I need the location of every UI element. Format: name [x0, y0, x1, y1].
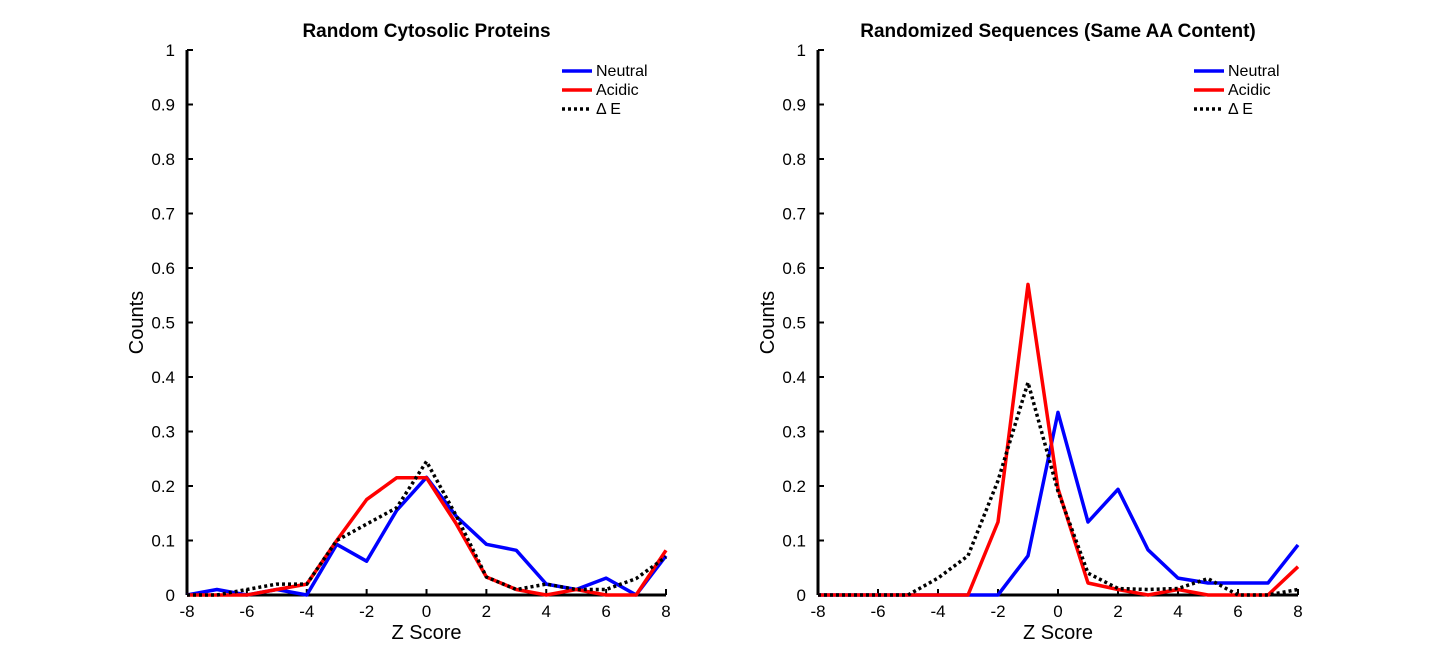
series-line-e [187, 459, 668, 597]
y-tick-label: 0.5 [782, 314, 806, 333]
x-tick-label: -6 [870, 602, 885, 621]
legend-label: Acidic [596, 82, 639, 99]
y-tick-label: 0.2 [151, 477, 175, 496]
x-tick-label: 8 [661, 602, 670, 621]
series-line-e [818, 380, 1299, 597]
chart-title: Random Cytosolic Proteins [302, 21, 550, 42]
x-tick-label: -4 [930, 602, 945, 621]
y-tick-label: 0 [797, 586, 806, 605]
x-tick-label: 4 [542, 602, 551, 621]
y-tick-label: 0.3 [782, 423, 806, 442]
legend-label: Neutral [1228, 63, 1280, 80]
x-tick-label: 0 [422, 602, 431, 621]
y-tick-label: 0.6 [151, 259, 175, 278]
series-line-neutral [818, 410, 1300, 597]
y-tick-label: 0.3 [151, 423, 175, 442]
x-axis-label: Z Score [391, 622, 461, 644]
x-axis-label: Z Score [1023, 622, 1093, 644]
x-tick-label: 2 [1113, 602, 1122, 621]
y-tick-label: 0.4 [782, 368, 806, 387]
chart-panel-1: Random Cytosolic Proteins -8 -6 -4 -2 0 2 4 6 8 0 0… [126, 21, 671, 644]
x-tick-label: -2 [990, 602, 1005, 621]
x-tick-label: -8 [810, 602, 825, 621]
y-tick-label: 1 [166, 41, 175, 60]
y-tick-label: 0.7 [782, 205, 806, 224]
y-tick-label: 0.5 [151, 314, 175, 333]
x-tick-label: -4 [299, 602, 314, 621]
y-tick-label: 0.9 [151, 96, 175, 115]
chart-title: Randomized Sequences (Same AA Content) [860, 21, 1256, 42]
series-line-neutral [186, 475, 668, 597]
x-tick-label: 6 [1233, 602, 1242, 621]
y-tick-label: 0.8 [782, 150, 806, 169]
y-tick-label: 0.1 [782, 532, 806, 551]
legend-label: Δ E [1228, 101, 1253, 118]
x-tick-label: 6 [601, 602, 610, 621]
x-tick-label: 2 [482, 602, 491, 621]
x-tick-label: -6 [239, 602, 254, 621]
y-tick-label: 1 [797, 41, 806, 60]
y-tick-label: 0 [166, 586, 175, 605]
chart-panel-2: Randomized Sequences (Same AA Content) -8… [757, 21, 1303, 644]
legend-label: Acidic [1228, 82, 1271, 99]
x-tick-label: 8 [1293, 602, 1302, 621]
legend-label: Neutral [596, 63, 648, 80]
y-axis-label: Counts [126, 291, 148, 354]
legend: Neutral Acidic Δ E [1194, 63, 1280, 118]
x-tick-label: -8 [179, 602, 194, 621]
y-tick-label: 0.6 [782, 259, 806, 278]
y-tick-label: 0.9 [782, 96, 806, 115]
series-line-acidic [818, 282, 1300, 597]
y-axis-label: Counts [757, 291, 779, 354]
y-tick-label: 0.2 [782, 477, 806, 496]
y-tick-label: 0.8 [151, 150, 175, 169]
legend-label: Δ E [596, 101, 621, 118]
y-tick-label: 0.4 [151, 368, 175, 387]
y-tick-label: 0.1 [151, 532, 175, 551]
series-line-acidic [187, 476, 668, 597]
y-tick-label: 0.7 [151, 205, 175, 224]
x-tick-label: -2 [359, 602, 374, 621]
x-tick-label: 4 [1173, 602, 1182, 621]
legend: Neutral Acidic Δ E [562, 63, 648, 118]
x-tick-label: 0 [1053, 602, 1062, 621]
